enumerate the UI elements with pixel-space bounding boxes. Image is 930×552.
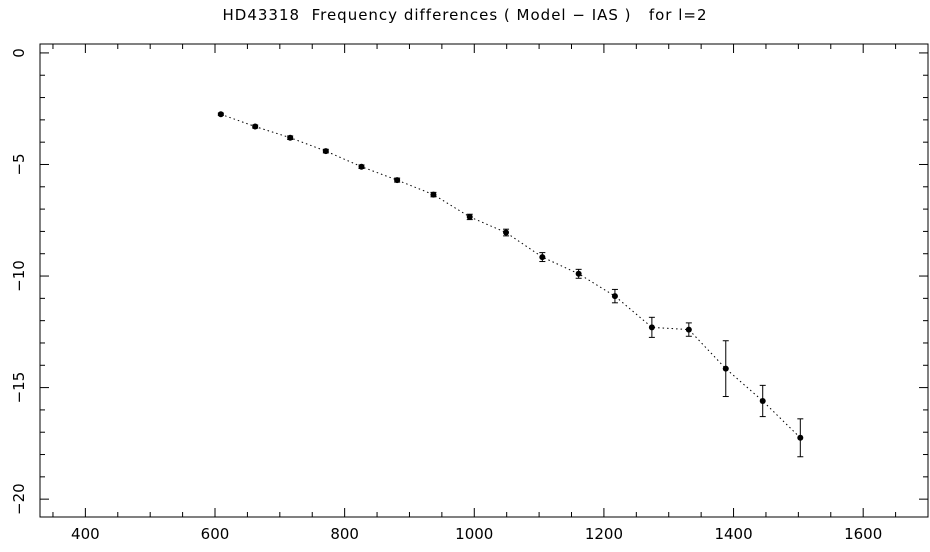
y-tick-label: 0: [10, 48, 28, 58]
series-line: [220, 113, 801, 439]
data-point: [722, 365, 729, 372]
y-tick-label: −5: [10, 153, 28, 175]
data-point: [503, 229, 510, 236]
y-axis-tick-labels: 0 −5 −10 −15 −20: [10, 48, 28, 515]
x-tick-label: 400: [71, 525, 100, 543]
data-point: [575, 270, 582, 277]
data-point: [322, 148, 329, 155]
data-point: [611, 293, 618, 300]
y-tick-label: −20: [10, 483, 28, 515]
x-tick-label: 1200: [585, 525, 623, 543]
x-tick-label: 1000: [455, 525, 493, 543]
data-point: [430, 191, 437, 198]
data-point: [394, 177, 401, 184]
x-tick-label: 1400: [714, 525, 752, 543]
data-point: [287, 134, 294, 141]
data-series: [217, 111, 804, 458]
data-point: [252, 123, 259, 130]
x-tick-label: 800: [330, 525, 359, 543]
data-point: [759, 397, 766, 404]
y-tick-label: −15: [10, 372, 28, 404]
x-tick-label: 1600: [844, 525, 882, 543]
plot-frame: [39, 43, 929, 518]
data-point: [685, 326, 692, 333]
data-point: [466, 213, 473, 220]
data-point: [648, 324, 655, 331]
data-point: [797, 434, 804, 441]
data-point: [217, 111, 224, 118]
x-tick-label: 600: [201, 525, 230, 543]
chart-title: HD43318 Frequency differences ( Model − …: [222, 6, 708, 24]
axis-ticks: [40, 44, 929, 517]
data-point: [358, 163, 365, 170]
x-axis-tick-labels: 400 600 800 1000 1200 1400 1600: [71, 525, 882, 543]
y-tick-label: −10: [10, 260, 28, 292]
data-point: [539, 254, 546, 261]
